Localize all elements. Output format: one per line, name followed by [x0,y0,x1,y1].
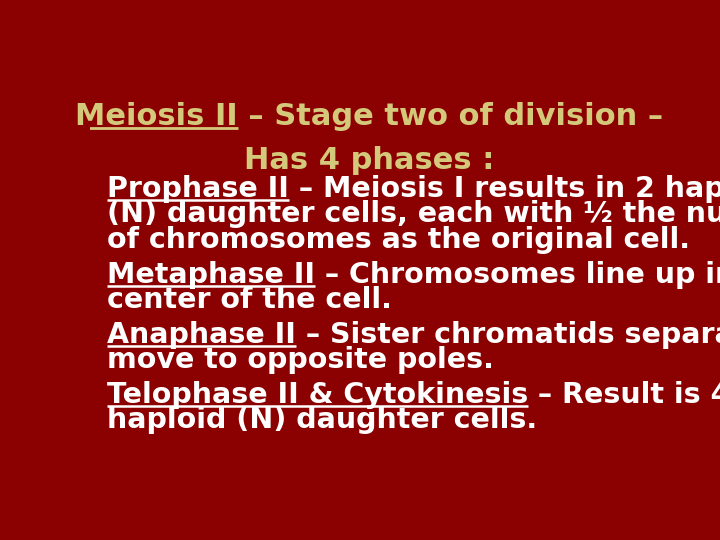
Text: Telophase II & Cytokinesis: Telophase II & Cytokinesis [107,381,528,409]
Text: – Meiosis I results in 2 haploid: – Meiosis I results in 2 haploid [289,175,720,203]
Text: – Result is 4: – Result is 4 [528,381,720,409]
Text: Metaphase II: Metaphase II [107,261,315,288]
Text: Anaphase II: Anaphase II [107,321,296,349]
Text: (N) daughter cells, each with ½ the number: (N) daughter cells, each with ½ the numb… [107,200,720,228]
Text: center of the cell.: center of the cell. [107,286,392,314]
Text: Has 4 phases :: Has 4 phases : [244,146,494,175]
Text: haploid (N) daughter cells.: haploid (N) daughter cells. [107,406,537,434]
Text: Meiosis II – Stage two of division –: Meiosis II – Stage two of division – [75,102,663,131]
Text: – Sister chromatids separate &: – Sister chromatids separate & [296,321,720,349]
Text: Prophase II: Prophase II [107,175,289,203]
Text: move to opposite poles.: move to opposite poles. [107,346,494,374]
Text: of chromosomes as the original cell.: of chromosomes as the original cell. [107,226,690,254]
Text: – Chromosomes line up in the: – Chromosomes line up in the [315,261,720,288]
